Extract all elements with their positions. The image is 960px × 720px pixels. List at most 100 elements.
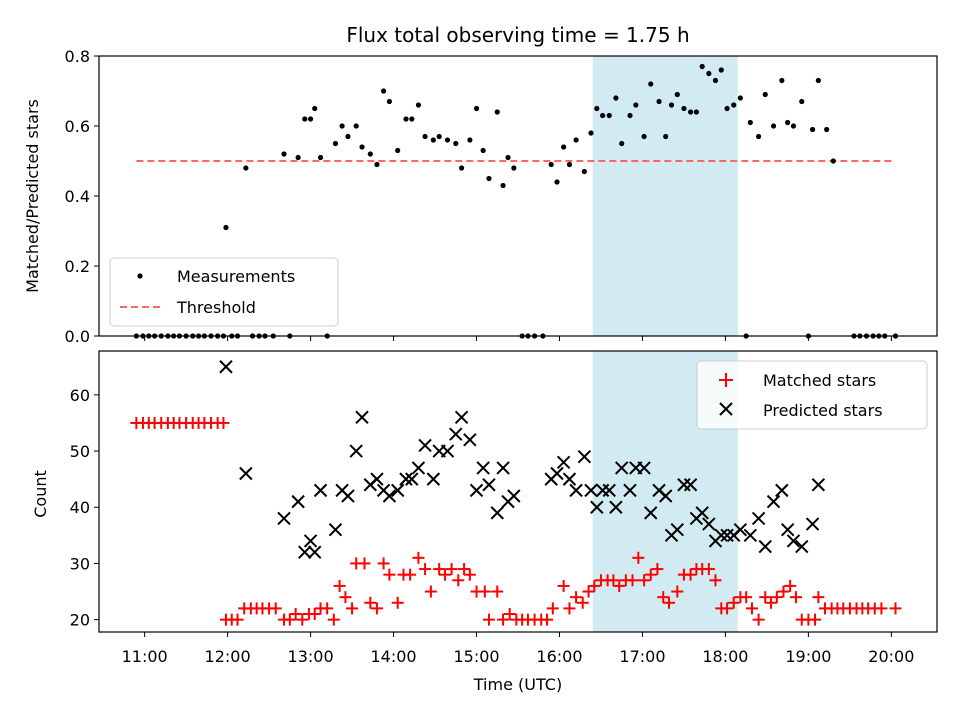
predicted-star-stroke	[390, 483, 405, 498]
predicted-star-stroke	[733, 523, 748, 537]
predicted-star-stroke	[411, 461, 426, 475]
predicted-star-stroke	[775, 483, 789, 498]
predicted-star-stroke	[658, 489, 673, 503]
measurement-point	[790, 123, 797, 129]
matched-star-point	[370, 602, 383, 615]
predicted-star-point	[496, 461, 510, 475]
matched-star-point	[752, 613, 765, 626]
matched-star-point	[452, 574, 465, 587]
predicted-star-point	[602, 483, 616, 498]
measurement-point	[554, 179, 560, 185]
measurement-point	[613, 95, 619, 101]
measurement-point	[619, 140, 625, 147]
measurement-point	[770, 123, 777, 129]
matched-star-point	[789, 591, 802, 604]
matched-star-point	[333, 579, 346, 592]
matched-star-point	[727, 596, 740, 609]
measurement-point	[332, 140, 339, 147]
measurement-point	[367, 151, 373, 157]
predicted-star-point	[219, 360, 233, 374]
predicted-star-stroke	[562, 472, 577, 486]
measurement-point	[386, 98, 392, 105]
x-tick-label: 14:00	[370, 647, 416, 666]
matched-star-point	[770, 591, 783, 604]
predicted-star-stroke	[370, 472, 384, 486]
matched-star-point	[433, 563, 446, 576]
measurement-point	[668, 102, 675, 108]
matched-star-point	[541, 613, 554, 626]
measurement-point	[430, 137, 436, 143]
measurement-point	[573, 137, 579, 143]
predicted-star-stroke	[399, 472, 413, 486]
predicted-star-stroke	[590, 500, 604, 514]
x-tick-label: 17:00	[619, 647, 665, 666]
predicted-star-stroke	[780, 523, 795, 537]
matched-star-point	[638, 574, 651, 587]
top-highlight-span-layer	[592, 56, 738, 336]
measurement-point	[663, 133, 669, 140]
measurement-point	[312, 105, 318, 112]
predicted-star-stroke	[714, 528, 728, 543]
predicted-star-point	[490, 506, 504, 520]
measurement-point	[511, 165, 517, 171]
predicted-star-stroke	[303, 534, 318, 548]
measurement-point	[500, 182, 506, 189]
matched-star-point	[438, 568, 451, 581]
measurement-point	[422, 133, 428, 140]
predicted-star-point	[349, 444, 363, 458]
predicted-star-stroke	[291, 494, 305, 509]
predicted-star-point	[615, 461, 629, 475]
predicted-star-stroke	[615, 461, 629, 475]
predicted-star-stroke	[426, 472, 441, 486]
measurement-point	[453, 140, 459, 147]
bottom-axes: 20 30 40 50 60 11:00 12:00 13:00 14:00 15:00 16:00…	[70, 350, 938, 666]
matched-star-point	[613, 579, 626, 592]
measurement-point	[627, 112, 633, 119]
matched-star-point	[269, 602, 282, 615]
x-tick-label: 19:00	[785, 647, 831, 666]
predicted-star-stroke	[644, 506, 658, 520]
predicted-star-stroke	[219, 360, 233, 374]
bottom-y-tick-label: 30	[70, 554, 90, 573]
predicted-star-stroke	[550, 466, 564, 481]
matched-star-point	[607, 574, 620, 587]
predicted-star-point	[695, 506, 709, 520]
predicted-star-point	[780, 523, 795, 537]
predicted-star-stroke	[449, 427, 463, 441]
matched-star-point	[582, 585, 595, 598]
top-y-tick-label: 0.6	[65, 117, 90, 136]
predicted-star-stroke	[683, 478, 698, 492]
measurement-point	[756, 133, 762, 140]
top-y-tick-label: 0.2	[65, 257, 90, 276]
predicted-star-point	[313, 483, 328, 498]
matched-star-point	[445, 563, 458, 576]
predicted-star-stroke	[328, 523, 343, 537]
measurement-point	[353, 123, 359, 129]
predicted-star-stroke	[476, 461, 490, 475]
measurement-point	[747, 119, 753, 126]
predicted-star-stroke	[609, 500, 623, 514]
predicted-star-point	[702, 517, 716, 531]
matched-star-point	[404, 568, 417, 581]
measurement-point	[223, 224, 229, 231]
measurement-point	[699, 63, 705, 70]
predicted-star-stroke	[637, 461, 651, 475]
measurement-point	[458, 165, 465, 171]
measurement-point	[809, 126, 816, 133]
top-highlight-span	[592, 56, 738, 336]
matched-star-point	[745, 602, 758, 615]
measurement-point	[648, 81, 654, 87]
x-tick-label: 18:00	[702, 647, 748, 666]
x-tick-label: 13:00	[288, 647, 334, 666]
matched-star-point	[296, 613, 309, 626]
measurement-point	[473, 105, 480, 112]
matched-star-point	[765, 596, 778, 609]
predicted-stars-legend-label: Predicted stars	[763, 401, 883, 420]
predicted-star-stroke	[786, 534, 801, 548]
matched-star-point	[671, 585, 684, 598]
matched-star-point	[684, 568, 697, 581]
predicted-star-point	[303, 534, 318, 548]
predicted-star-point	[399, 472, 413, 486]
predicted-star-point	[577, 449, 592, 464]
matched-star-point	[358, 557, 371, 570]
